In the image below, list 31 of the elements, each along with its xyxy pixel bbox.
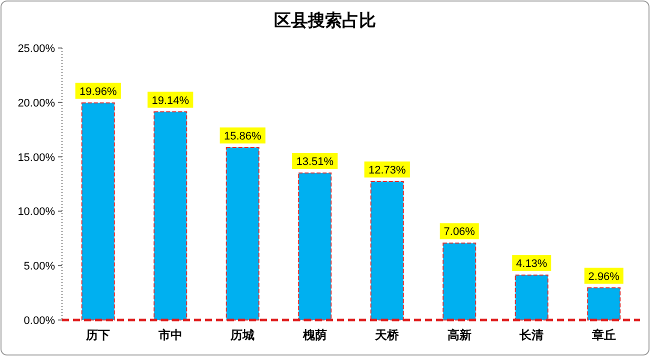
data-label: 15.86% bbox=[224, 130, 262, 142]
x-tick-label: 长清 bbox=[518, 328, 544, 342]
data-label: 2.96% bbox=[588, 270, 620, 283]
x-tick-label: 天桥 bbox=[374, 328, 400, 342]
y-tick-label: 5.00% bbox=[24, 260, 56, 273]
x-tick-label: 章丘 bbox=[590, 328, 616, 342]
x-tick-label: 历城 bbox=[230, 328, 255, 342]
y-tick-label: 0.00% bbox=[24, 315, 56, 327]
bar bbox=[587, 287, 621, 320]
bar bbox=[154, 111, 188, 320]
y-tick-label: 20.00% bbox=[18, 97, 56, 110]
y-tick-label: 10.00% bbox=[18, 206, 56, 218]
bar bbox=[226, 146, 260, 320]
data-label: 19.96% bbox=[79, 86, 117, 98]
bar bbox=[81, 102, 115, 320]
x-tick-label: 市中 bbox=[157, 328, 182, 342]
y-tick-label: 25.00% bbox=[18, 43, 56, 55]
x-tick-label: 高新 bbox=[447, 328, 472, 342]
bar bbox=[442, 242, 476, 320]
y-tick-label: 15.00% bbox=[18, 152, 56, 164]
bar bbox=[514, 274, 548, 320]
bar bbox=[370, 181, 404, 320]
bar bbox=[298, 172, 332, 320]
data-label: 4.13% bbox=[516, 258, 548, 270]
data-label: 19.14% bbox=[152, 94, 190, 107]
x-tick-label: 槐荫 bbox=[302, 328, 327, 342]
x-tick-label: 历下 bbox=[85, 328, 110, 342]
chart-title: 区县搜索占比 bbox=[274, 11, 376, 30]
data-label: 12.73% bbox=[368, 164, 406, 176]
data-label: 7.06% bbox=[444, 226, 476, 238]
data-label: 13.51% bbox=[296, 156, 334, 168]
